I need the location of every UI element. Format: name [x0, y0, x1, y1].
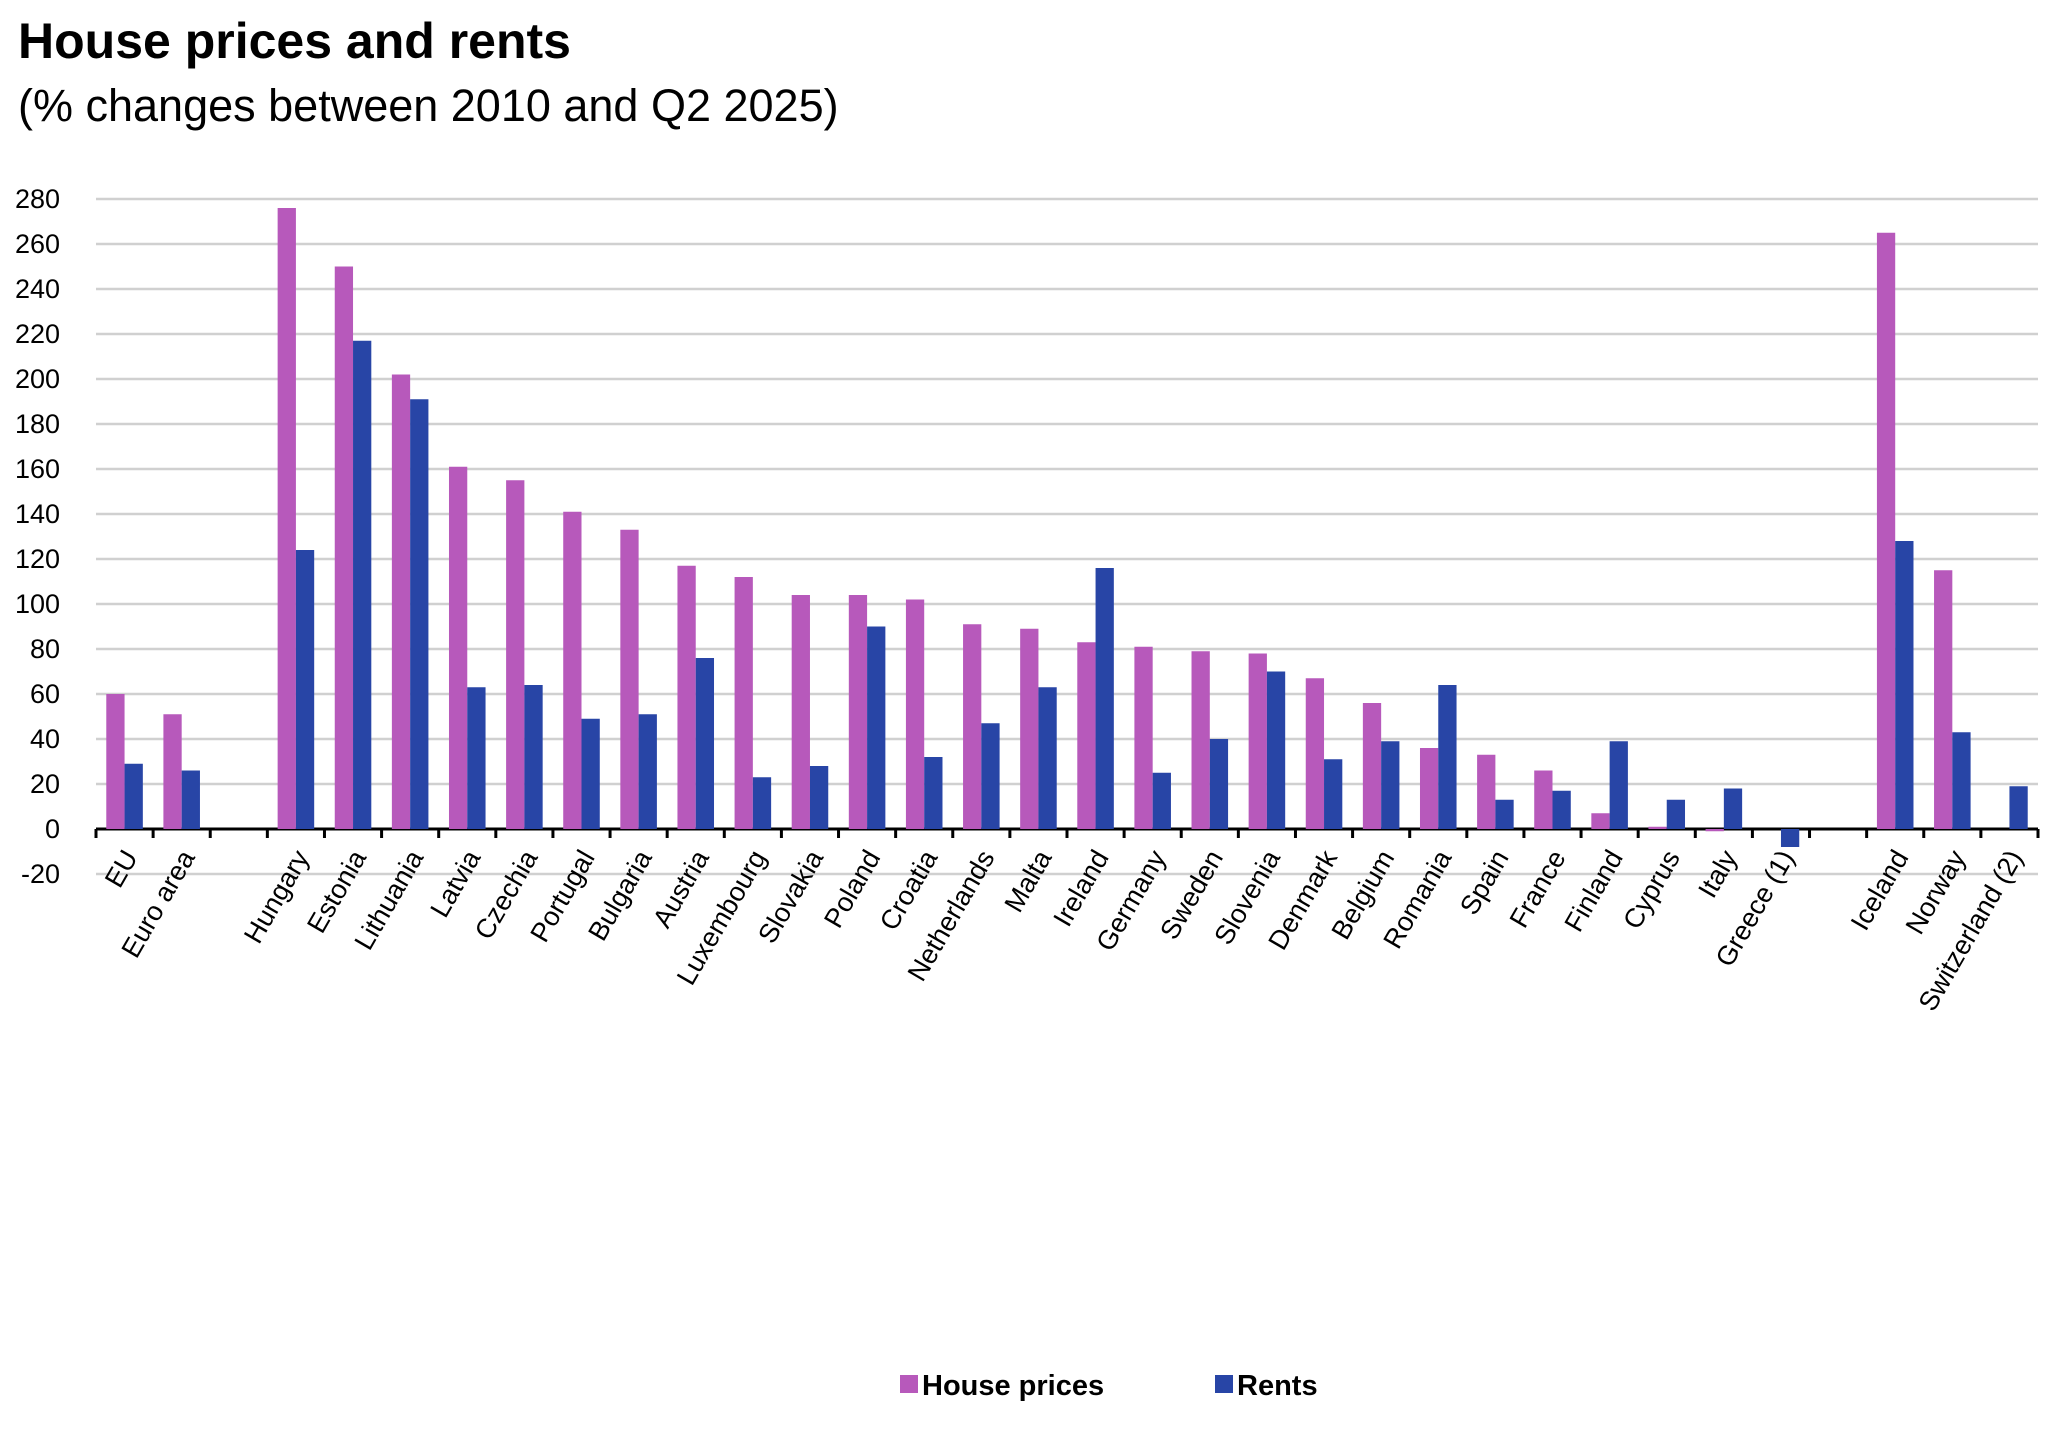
bar-rents [638, 714, 657, 829]
bar-house-prices [163, 714, 182, 829]
bar-rents [867, 626, 886, 829]
bar-house-prices [334, 266, 354, 829]
x-tick-label: EU [99, 845, 144, 892]
bar-house-prices [563, 511, 582, 829]
bar-house-prices [1248, 653, 1267, 829]
bar-house-prices [677, 565, 696, 829]
x-tick-label: Latvia [424, 844, 486, 922]
legend-swatch [1215, 1375, 1233, 1393]
y-tick-label: 140 [15, 499, 60, 529]
bar-rents [1038, 687, 1057, 829]
legend-swatch [900, 1375, 918, 1393]
bar-house-prices [1134, 646, 1153, 829]
bar-rents [809, 766, 829, 829]
bar-rents [1381, 741, 1400, 829]
bar-rents [1552, 790, 1571, 829]
bar-rents [467, 687, 486, 829]
bar-rents [1895, 541, 1914, 829]
bar-house-prices [791, 595, 810, 829]
bar-rents [1095, 568, 1114, 829]
x-tick-label: Malta [999, 844, 1058, 917]
y-tick-label: -20 [21, 859, 60, 889]
bar-rents [410, 399, 429, 829]
y-tick-label: 180 [15, 409, 60, 439]
legend-label: Rents [1237, 1370, 1318, 1402]
bar-house-prices [1191, 651, 1210, 829]
bar-rents [1952, 732, 1971, 829]
bar-rents [1209, 739, 1229, 829]
bar-rents [752, 777, 772, 829]
y-tick-label: 280 [15, 184, 60, 214]
chart-title: House prices and rents [18, 13, 571, 69]
bar-house-prices [963, 624, 982, 829]
bar-house-prices [1077, 642, 1096, 829]
bar-house-prices [277, 208, 296, 829]
bar-rents [1666, 799, 1686, 829]
bar-house-prices [905, 599, 925, 829]
bar-house-prices [1648, 826, 1667, 829]
bar-house-prices [1020, 628, 1039, 829]
bar-rents [924, 757, 943, 829]
bar-house-prices [1305, 678, 1325, 829]
y-tick-label: 160 [15, 454, 60, 484]
bar-rents [981, 723, 1000, 829]
y-tick-label: 240 [15, 274, 60, 304]
bar-rents [581, 718, 600, 829]
bar-house-prices [1705, 829, 1724, 832]
bar-rents [1609, 741, 1628, 829]
y-tick-label: 220 [15, 319, 60, 349]
y-tick-label: 0 [45, 814, 60, 844]
bar-rents [1438, 685, 1457, 829]
bar-rents [181, 770, 200, 829]
y-tick-label: 20 [30, 769, 60, 799]
bar-rents [524, 685, 543, 829]
bar-house-prices [106, 694, 125, 829]
bar-house-prices [734, 577, 753, 829]
bar-house-prices [1419, 748, 1439, 829]
bar-house-prices [848, 595, 868, 829]
bar-rents [2009, 786, 2028, 829]
x-tick-label: Hungary [238, 845, 315, 949]
bar-house-prices [391, 374, 411, 829]
y-tick-label: 100 [15, 589, 60, 619]
bar-rents [1495, 799, 1514, 829]
bar-rents [1324, 759, 1343, 829]
x-tick-label: Spain [1454, 845, 1515, 920]
bar-house-prices [1362, 703, 1382, 829]
bar-rents [1780, 829, 1800, 847]
bar-rents [695, 658, 715, 829]
x-tick-label: Cyprus [1617, 845, 1686, 934]
bar-house-prices [1534, 770, 1553, 829]
y-tick-label: 200 [15, 364, 60, 394]
y-tick-label: 40 [30, 724, 60, 754]
bar-house-prices [506, 480, 525, 829]
y-tick-label: 260 [15, 229, 60, 259]
bar-rents [295, 550, 315, 829]
legend-item-rents: Rents [1215, 1370, 1318, 1402]
legend-item-house-prices: House prices [900, 1370, 1104, 1402]
bar-rents [1152, 772, 1171, 829]
y-tick-label: 60 [30, 679, 60, 709]
bar-house-prices [1876, 232, 1896, 829]
bar-rents [353, 340, 372, 829]
bar-house-prices [1934, 570, 1953, 829]
bar-house-prices [1591, 813, 1610, 829]
y-tick-label: 120 [15, 544, 60, 574]
y-tick-label: 80 [30, 634, 60, 664]
legend-label: House prices [922, 1370, 1104, 1402]
bar-rents [1723, 788, 1743, 829]
bar-rents [1266, 671, 1286, 829]
bar-house-prices [620, 529, 639, 829]
bar-house-prices [448, 466, 468, 829]
bar-rents [124, 763, 143, 829]
chart-subtitle: (% changes between 2010 and Q2 2025) [18, 80, 839, 131]
bar-house-prices [1477, 754, 1496, 829]
